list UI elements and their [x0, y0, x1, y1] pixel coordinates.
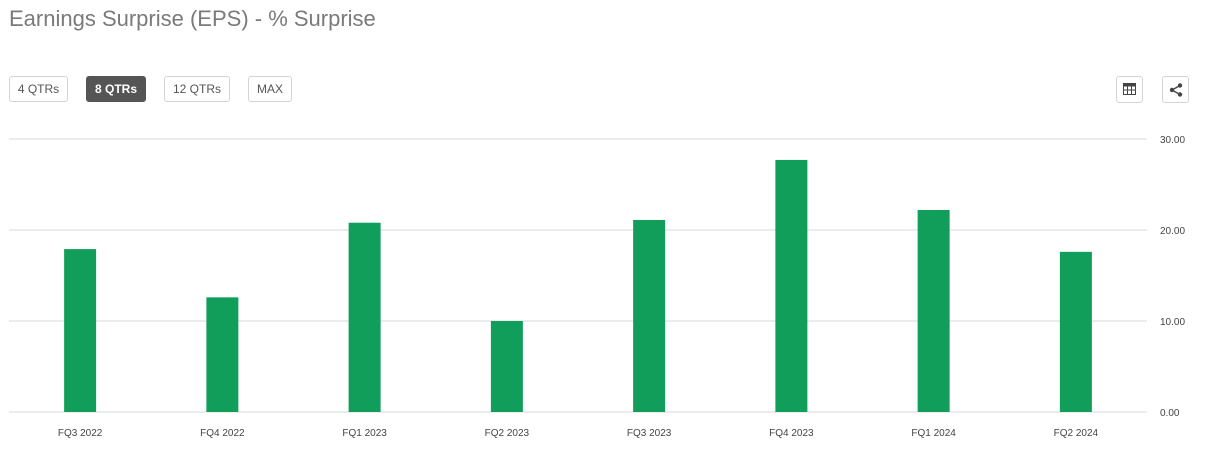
bar[interactable]: [64, 249, 97, 412]
share-icon: [1169, 83, 1183, 97]
range-12-qtrs-button[interactable]: 12 QTRs: [164, 76, 230, 102]
x-tick-label: FQ3 2023: [627, 428, 672, 439]
x-tick-label: FQ1 2023: [342, 428, 387, 439]
bar[interactable]: [917, 209, 950, 412]
chart-title: Earnings Surprise (EPS) - % Surprise: [9, 6, 376, 31]
bar[interactable]: [633, 219, 666, 412]
bar[interactable]: [348, 222, 381, 412]
bar[interactable]: [1059, 251, 1092, 412]
y-tick-label: 20.00: [1160, 226, 1185, 237]
range-4-qtrs-button[interactable]: 4 QTRs: [9, 76, 68, 102]
bar[interactable]: [775, 159, 808, 412]
range-8-qtrs-button[interactable]: 8 QTRs: [86, 76, 146, 102]
x-tick-label: FQ4 2023: [769, 428, 814, 439]
y-tick-label: 30.00: [1160, 135, 1185, 146]
x-tick-label: FQ2 2024: [1054, 428, 1099, 439]
bar[interactable]: [206, 297, 239, 412]
table-view-button[interactable]: [1116, 76, 1143, 103]
share-button[interactable]: [1162, 76, 1189, 103]
table-icon: [1123, 83, 1136, 95]
range-max-button[interactable]: MAX: [248, 76, 292, 102]
y-tick-label: 0.00: [1160, 408, 1180, 419]
x-tick-label: FQ4 2022: [200, 428, 245, 439]
x-tick-label: FQ1 2024: [911, 428, 956, 439]
y-tick-label: 10.00: [1160, 317, 1185, 328]
bar[interactable]: [490, 321, 523, 412]
x-tick-label: FQ2 2023: [485, 428, 530, 439]
x-tick-label: FQ3 2022: [58, 428, 103, 439]
